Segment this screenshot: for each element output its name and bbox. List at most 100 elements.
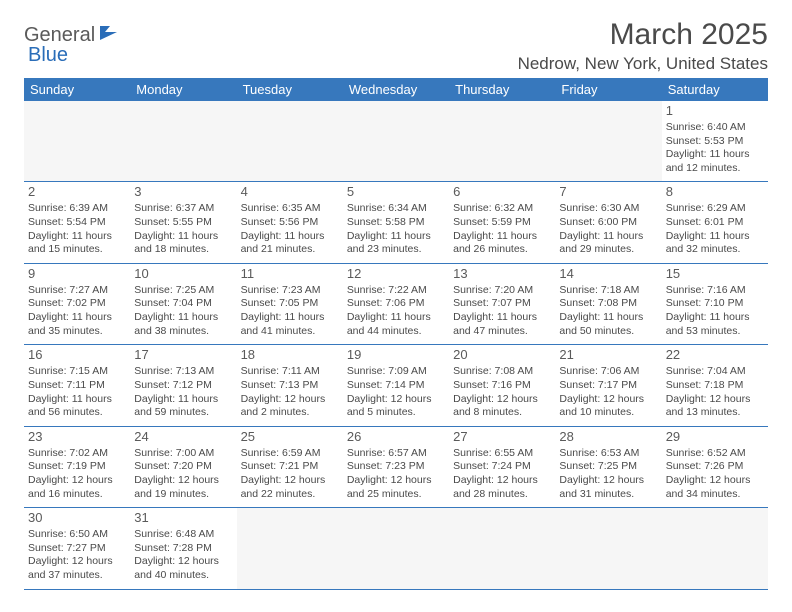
- day-info: Sunrise: 7:25 AMSunset: 7:04 PMDaylight:…: [134, 284, 232, 339]
- day-info: Sunrise: 6:52 AMSunset: 7:26 PMDaylight:…: [666, 447, 764, 502]
- day-info: Sunrise: 7:02 AMSunset: 7:19 PMDaylight:…: [28, 447, 126, 502]
- day-number: 6: [453, 184, 551, 201]
- calendar-cell: 1Sunrise: 6:40 AMSunset: 5:53 PMDaylight…: [662, 101, 768, 182]
- calendar-cell: 7Sunrise: 6:30 AMSunset: 6:00 PMDaylight…: [555, 182, 661, 263]
- flag-icon: [99, 24, 121, 47]
- calendar-row: 1Sunrise: 6:40 AMSunset: 5:53 PMDaylight…: [24, 101, 768, 182]
- logo-blue-text: Blue: [28, 44, 68, 67]
- calendar-cell: [449, 101, 555, 182]
- calendar-cell: 12Sunrise: 7:22 AMSunset: 7:06 PMDayligh…: [343, 263, 449, 344]
- calendar-cell: 4Sunrise: 6:35 AMSunset: 5:56 PMDaylight…: [237, 182, 343, 263]
- day-info: Sunrise: 6:37 AMSunset: 5:55 PMDaylight:…: [134, 202, 232, 257]
- day-info: Sunrise: 7:00 AMSunset: 7:20 PMDaylight:…: [134, 447, 232, 502]
- day-info: Sunrise: 7:16 AMSunset: 7:10 PMDaylight:…: [666, 284, 764, 339]
- day-info: Sunrise: 7:20 AMSunset: 7:07 PMDaylight:…: [453, 284, 551, 339]
- day-number: 29: [666, 429, 764, 446]
- day-number: 21: [559, 347, 657, 364]
- day-info: Sunrise: 6:29 AMSunset: 6:01 PMDaylight:…: [666, 202, 764, 257]
- day-number: 16: [28, 347, 126, 364]
- calendar-cell: 31Sunrise: 6:48 AMSunset: 7:28 PMDayligh…: [130, 508, 236, 589]
- title-block: March 2025 Nedrow, New York, United Stat…: [518, 18, 768, 74]
- day-info: Sunrise: 6:57 AMSunset: 7:23 PMDaylight:…: [347, 447, 445, 502]
- calendar-cell: [130, 101, 236, 182]
- day-info: Sunrise: 7:13 AMSunset: 7:12 PMDaylight:…: [134, 365, 232, 420]
- day-info: Sunrise: 6:32 AMSunset: 5:59 PMDaylight:…: [453, 202, 551, 257]
- weekday-header: Friday: [555, 78, 661, 101]
- calendar-cell: 11Sunrise: 7:23 AMSunset: 7:05 PMDayligh…: [237, 263, 343, 344]
- calendar-cell: 22Sunrise: 7:04 AMSunset: 7:18 PMDayligh…: [662, 345, 768, 426]
- day-number: 20: [453, 347, 551, 364]
- day-info: Sunrise: 7:04 AMSunset: 7:18 PMDaylight:…: [666, 365, 764, 420]
- day-number: 4: [241, 184, 339, 201]
- calendar-cell: 25Sunrise: 6:59 AMSunset: 7:21 PMDayligh…: [237, 426, 343, 507]
- month-title: March 2025: [518, 18, 768, 52]
- calendar-cell: 23Sunrise: 7:02 AMSunset: 7:19 PMDayligh…: [24, 426, 130, 507]
- day-info: Sunrise: 7:09 AMSunset: 7:14 PMDaylight:…: [347, 365, 445, 420]
- day-number: 3: [134, 184, 232, 201]
- day-info: Sunrise: 6:40 AMSunset: 5:53 PMDaylight:…: [666, 121, 764, 176]
- page: General March 2025 Nedrow, New York, Uni…: [0, 0, 792, 608]
- calendar-cell: 10Sunrise: 7:25 AMSunset: 7:04 PMDayligh…: [130, 263, 236, 344]
- calendar-row: 23Sunrise: 7:02 AMSunset: 7:19 PMDayligh…: [24, 426, 768, 507]
- day-number: 30: [28, 510, 126, 527]
- day-number: 19: [347, 347, 445, 364]
- weekday-header-row: Sunday Monday Tuesday Wednesday Thursday…: [24, 78, 768, 101]
- day-number: 11: [241, 266, 339, 283]
- calendar-cell: [237, 508, 343, 589]
- day-number: 27: [453, 429, 551, 446]
- calendar-cell: [343, 508, 449, 589]
- calendar-cell: 20Sunrise: 7:08 AMSunset: 7:16 PMDayligh…: [449, 345, 555, 426]
- calendar-cell: [555, 101, 661, 182]
- day-number: 26: [347, 429, 445, 446]
- calendar-cell: 16Sunrise: 7:15 AMSunset: 7:11 PMDayligh…: [24, 345, 130, 426]
- calendar-cell: 3Sunrise: 6:37 AMSunset: 5:55 PMDaylight…: [130, 182, 236, 263]
- day-info: Sunrise: 7:08 AMSunset: 7:16 PMDaylight:…: [453, 365, 551, 420]
- day-info: Sunrise: 7:06 AMSunset: 7:17 PMDaylight:…: [559, 365, 657, 420]
- day-info: Sunrise: 6:53 AMSunset: 7:25 PMDaylight:…: [559, 447, 657, 502]
- calendar-cell: 9Sunrise: 7:27 AMSunset: 7:02 PMDaylight…: [24, 263, 130, 344]
- day-info: Sunrise: 7:27 AMSunset: 7:02 PMDaylight:…: [28, 284, 126, 339]
- day-number: 8: [666, 184, 764, 201]
- header: General March 2025 Nedrow, New York, Uni…: [24, 18, 768, 74]
- calendar-cell: 18Sunrise: 7:11 AMSunset: 7:13 PMDayligh…: [237, 345, 343, 426]
- day-number: 28: [559, 429, 657, 446]
- day-number: 10: [134, 266, 232, 283]
- day-info: Sunrise: 6:50 AMSunset: 7:27 PMDaylight:…: [28, 528, 126, 583]
- day-number: 22: [666, 347, 764, 364]
- day-info: Sunrise: 7:18 AMSunset: 7:08 PMDaylight:…: [559, 284, 657, 339]
- calendar-cell: [662, 508, 768, 589]
- day-number: 7: [559, 184, 657, 201]
- day-info: Sunrise: 6:30 AMSunset: 6:00 PMDaylight:…: [559, 202, 657, 257]
- day-number: 24: [134, 429, 232, 446]
- calendar-cell: 13Sunrise: 7:20 AMSunset: 7:07 PMDayligh…: [449, 263, 555, 344]
- day-number: 25: [241, 429, 339, 446]
- day-info: Sunrise: 6:39 AMSunset: 5:54 PMDaylight:…: [28, 202, 126, 257]
- calendar-cell: [24, 101, 130, 182]
- calendar-row: 2Sunrise: 6:39 AMSunset: 5:54 PMDaylight…: [24, 182, 768, 263]
- calendar-cell: 21Sunrise: 7:06 AMSunset: 7:17 PMDayligh…: [555, 345, 661, 426]
- weekday-header: Thursday: [449, 78, 555, 101]
- calendar-cell: 27Sunrise: 6:55 AMSunset: 7:24 PMDayligh…: [449, 426, 555, 507]
- day-info: Sunrise: 7:22 AMSunset: 7:06 PMDaylight:…: [347, 284, 445, 339]
- calendar-cell: 28Sunrise: 6:53 AMSunset: 7:25 PMDayligh…: [555, 426, 661, 507]
- day-info: Sunrise: 7:11 AMSunset: 7:13 PMDaylight:…: [241, 365, 339, 420]
- calendar-cell: [555, 508, 661, 589]
- calendar-cell: [237, 101, 343, 182]
- calendar-cell: 6Sunrise: 6:32 AMSunset: 5:59 PMDaylight…: [449, 182, 555, 263]
- day-number: 13: [453, 266, 551, 283]
- weekday-header: Tuesday: [237, 78, 343, 101]
- day-number: 5: [347, 184, 445, 201]
- day-number: 31: [134, 510, 232, 527]
- day-number: 17: [134, 347, 232, 364]
- calendar-cell: 17Sunrise: 7:13 AMSunset: 7:12 PMDayligh…: [130, 345, 236, 426]
- calendar-row: 16Sunrise: 7:15 AMSunset: 7:11 PMDayligh…: [24, 345, 768, 426]
- day-info: Sunrise: 6:59 AMSunset: 7:21 PMDaylight:…: [241, 447, 339, 502]
- calendar-cell: 29Sunrise: 6:52 AMSunset: 7:26 PMDayligh…: [662, 426, 768, 507]
- location: Nedrow, New York, United States: [518, 54, 768, 74]
- day-number: 15: [666, 266, 764, 283]
- calendar-row: 30Sunrise: 6:50 AMSunset: 7:27 PMDayligh…: [24, 508, 768, 589]
- calendar-cell: 2Sunrise: 6:39 AMSunset: 5:54 PMDaylight…: [24, 182, 130, 263]
- calendar-cell: 14Sunrise: 7:18 AMSunset: 7:08 PMDayligh…: [555, 263, 661, 344]
- calendar-body: 1Sunrise: 6:40 AMSunset: 5:53 PMDaylight…: [24, 101, 768, 589]
- calendar-table: Sunday Monday Tuesday Wednesday Thursday…: [24, 78, 768, 590]
